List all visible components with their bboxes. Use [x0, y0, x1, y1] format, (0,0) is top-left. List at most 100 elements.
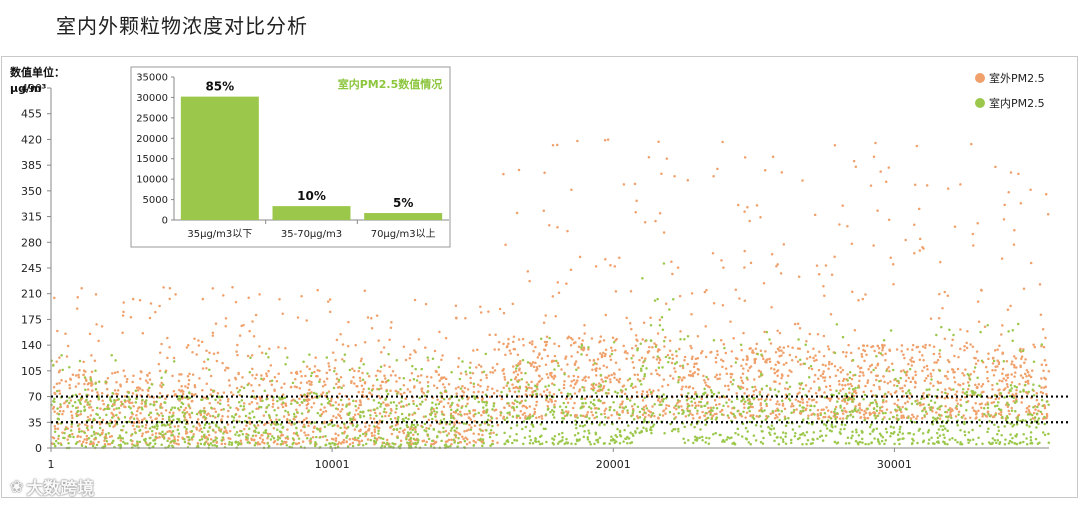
scatter-point — [481, 444, 484, 448]
scatter-point — [334, 407, 338, 410]
scatter-point — [937, 317, 941, 320]
scatter-point — [974, 362, 978, 366]
scatter-point — [373, 437, 377, 440]
scatter-point — [169, 425, 172, 429]
scatter-point — [817, 417, 821, 420]
scatter-point — [838, 417, 842, 420]
scatter-point — [606, 416, 610, 420]
scatter-point — [235, 431, 239, 434]
scatter-point — [547, 384, 551, 388]
scatter-point — [830, 273, 834, 277]
scatter-point — [99, 407, 102, 410]
scatter-point — [921, 409, 924, 413]
scatter-point — [878, 387, 881, 391]
scatter-point — [827, 367, 830, 370]
scatter-point — [614, 348, 617, 352]
scatter-point — [817, 272, 821, 276]
scatter-point — [690, 292, 694, 295]
scatter-point — [971, 232, 975, 236]
scatter-point — [641, 338, 644, 341]
scatter-point — [723, 384, 727, 388]
scatter-point — [389, 417, 393, 421]
scatter-point — [1014, 435, 1018, 438]
scatter-point — [491, 366, 495, 369]
scatter-point — [740, 379, 744, 382]
scatter-point — [437, 430, 441, 433]
scatter-point — [913, 386, 917, 389]
scatter-point — [177, 379, 181, 383]
scatter-point — [464, 370, 468, 373]
scatter-point — [943, 290, 947, 294]
scatter-point — [942, 433, 945, 437]
scatter-point — [221, 436, 225, 439]
scatter-point — [918, 358, 922, 361]
scatter-point — [979, 393, 982, 396]
scatter-point — [426, 356, 429, 359]
scatter-point — [626, 409, 629, 412]
scatter-point — [323, 425, 327, 429]
scatter-point — [863, 349, 867, 353]
scatter-point — [900, 349, 903, 353]
scatter-point — [652, 356, 655, 359]
scatter-point — [490, 416, 494, 420]
scatter-point — [131, 380, 134, 384]
scatter-point — [515, 211, 519, 215]
scatter-point — [230, 415, 234, 418]
scatter-point — [116, 370, 119, 374]
scatter-point — [652, 389, 655, 393]
scatter-point — [223, 442, 227, 446]
scatter-point — [662, 393, 665, 396]
scatter-point — [980, 359, 984, 362]
scatter-point — [395, 428, 399, 432]
scatter-point — [367, 429, 371, 432]
scatter-point — [963, 422, 966, 426]
scatter-point — [709, 413, 712, 416]
scatter-point — [174, 293, 177, 296]
scatter-point — [306, 399, 309, 403]
scatter-point — [103, 437, 107, 440]
scatter-point — [286, 437, 290, 440]
scatter-point — [966, 330, 969, 333]
scatter-point — [191, 350, 194, 354]
scatter-point — [376, 387, 379, 391]
scatter-point — [965, 390, 969, 394]
scatter-point — [195, 353, 198, 356]
scatter-point — [215, 436, 218, 440]
scatter-point — [410, 371, 414, 375]
scatter-point — [651, 411, 655, 415]
scatter-point — [495, 417, 498, 420]
scatter-point — [959, 441, 962, 444]
scatter-point — [841, 368, 845, 372]
scatter-point — [583, 389, 586, 392]
scatter-point — [71, 432, 74, 436]
scatter-point — [965, 400, 968, 404]
scatter-point — [396, 417, 400, 421]
scatter-point — [351, 441, 355, 445]
scatter-point — [998, 442, 1001, 445]
scatter-point — [430, 406, 434, 410]
scatter-point — [403, 428, 406, 431]
scatter-point — [799, 412, 802, 415]
scatter-point — [1002, 360, 1006, 363]
scatter-point — [248, 420, 251, 423]
scatter-point — [398, 401, 401, 405]
scatter-point — [96, 413, 100, 416]
scatter-point — [375, 414, 378, 417]
scatter-point — [1006, 405, 1010, 409]
scatter-point — [483, 420, 487, 424]
scatter-point — [535, 392, 539, 396]
scatter-point — [553, 354, 557, 358]
scatter-point — [902, 353, 905, 357]
scatter-point — [778, 355, 781, 358]
scatter-point — [351, 444, 355, 448]
scatter-point — [125, 431, 128, 434]
scatter-point — [613, 438, 616, 442]
scatter-point — [610, 373, 613, 377]
scatter-point — [690, 346, 693, 350]
scatter-point — [333, 367, 337, 370]
scatter-point — [647, 349, 651, 353]
scatter-point — [219, 430, 222, 433]
scatter-point — [745, 376, 749, 380]
scatter-point — [654, 219, 657, 223]
scatter-point — [951, 338, 954, 342]
